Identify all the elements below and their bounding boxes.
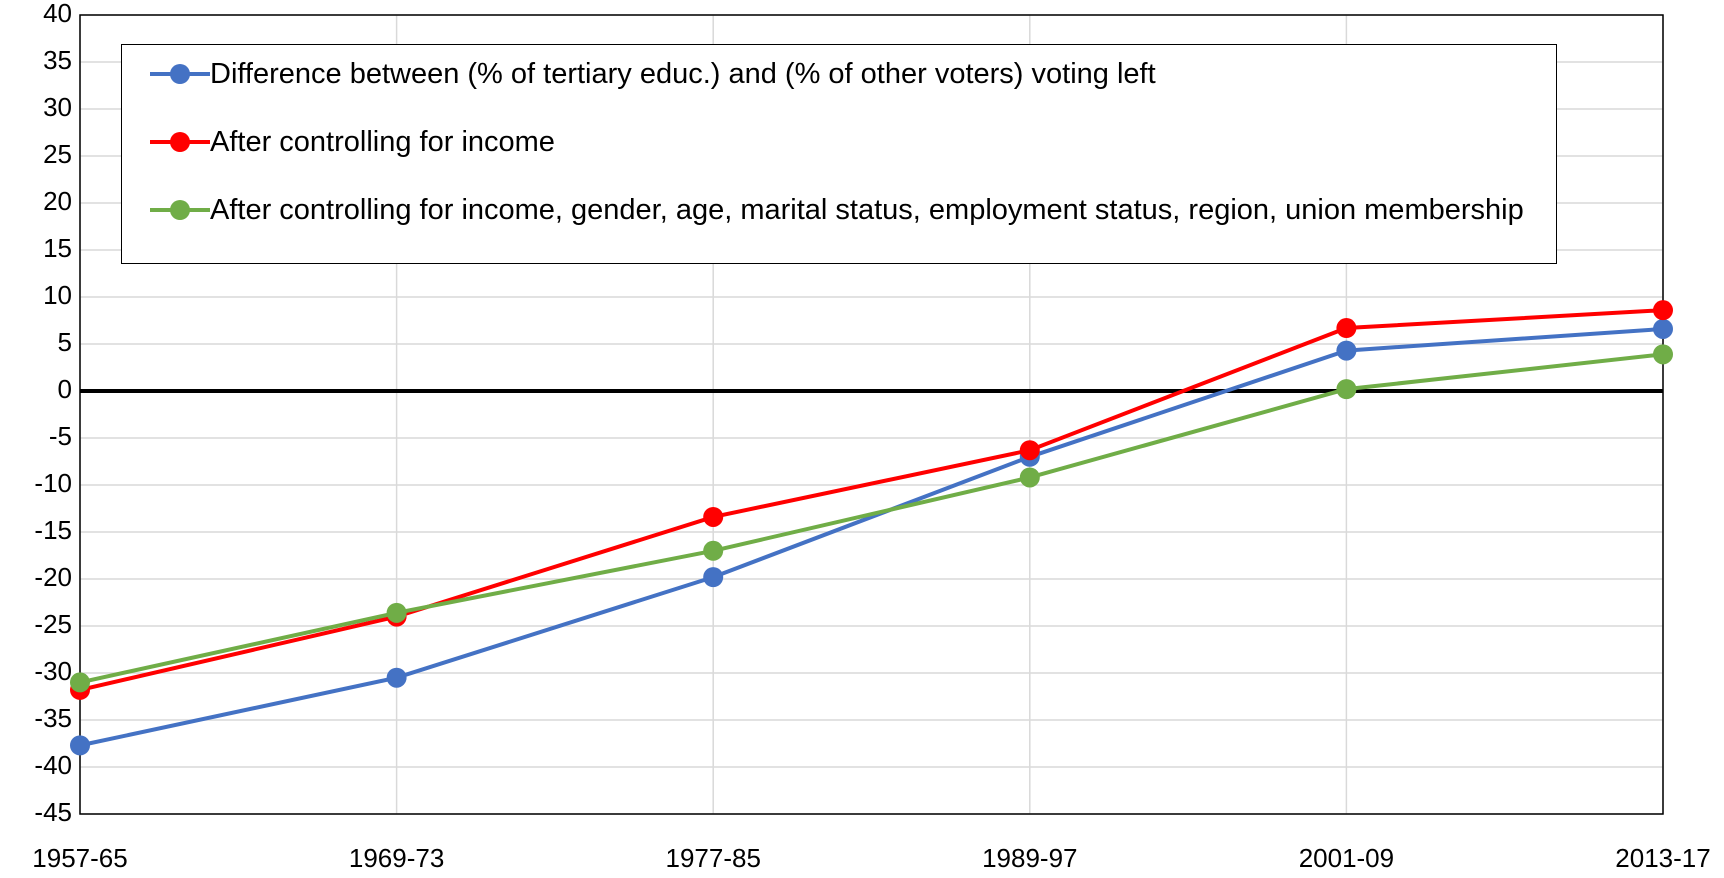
y-tick-label: 0 <box>58 374 72 404</box>
y-tick-label: -45 <box>34 797 72 827</box>
legend: Difference between (% of tertiary educ.)… <box>121 44 1557 264</box>
x-tick-label: 1989-97 <box>982 843 1077 873</box>
y-tick-label: 20 <box>43 186 72 216</box>
series-line <box>79 326 1664 748</box>
y-tick-label: -15 <box>34 515 72 545</box>
legend-label: After controlling for income <box>210 126 555 158</box>
legend-item: After controlling for income, gender, ag… <box>150 193 1555 227</box>
point <box>1653 344 1673 365</box>
point <box>1653 318 1673 339</box>
y-tick-label: -35 <box>34 703 72 733</box>
point <box>1653 300 1673 321</box>
plot-frame <box>79 14 1664 815</box>
x-tick-label: 2013-17 <box>1615 843 1710 873</box>
legend-marker <box>170 200 190 220</box>
y-tick-label: 5 <box>58 327 72 357</box>
x-tick-label: 1977-85 <box>665 843 760 873</box>
y-tick-label: 35 <box>43 45 72 75</box>
x-tick-label: 1969-73 <box>349 843 444 873</box>
y-tick-label: 15 <box>43 233 72 263</box>
y-tick-label: 40 <box>43 0 72 28</box>
legend-icon <box>150 132 210 152</box>
point <box>703 506 724 527</box>
legend-icon <box>150 200 210 220</box>
legend-label: After controlling for income, gender, ag… <box>210 194 1524 226</box>
point <box>703 540 724 561</box>
point <box>703 567 724 588</box>
legend-label: Difference between (% of tertiary educ.)… <box>210 58 1156 90</box>
y-tick-label: 10 <box>43 280 72 310</box>
x-tick-label: 1957-65 <box>32 843 127 873</box>
point <box>386 667 407 688</box>
y-tick-label: -20 <box>34 562 72 592</box>
y-tick-label: 30 <box>43 92 72 122</box>
series-line <box>79 352 1664 685</box>
legend-item: Difference between (% of tertiary educ.)… <box>150 57 1555 91</box>
y-tick-label: -40 <box>34 750 72 780</box>
point <box>1019 467 1040 488</box>
y-tick-label: -30 <box>34 656 72 686</box>
legend-icon <box>150 64 210 84</box>
point <box>386 602 407 623</box>
x-tick-label: 2001-09 <box>1299 843 1394 873</box>
point <box>1336 340 1357 361</box>
series-line <box>79 308 1664 692</box>
legend-item: After controlling for income <box>150 125 1555 159</box>
point <box>1336 379 1357 400</box>
y-tick-label: -25 <box>34 609 72 639</box>
y-tick-label: -5 <box>49 421 72 451</box>
point <box>1019 440 1040 461</box>
y-tick-label: -10 <box>34 468 72 498</box>
legend-marker <box>170 132 190 152</box>
y-tick-label: 25 <box>43 139 72 169</box>
legend-marker <box>170 64 190 84</box>
point <box>70 735 90 756</box>
point <box>70 672 90 693</box>
point <box>1336 318 1357 339</box>
